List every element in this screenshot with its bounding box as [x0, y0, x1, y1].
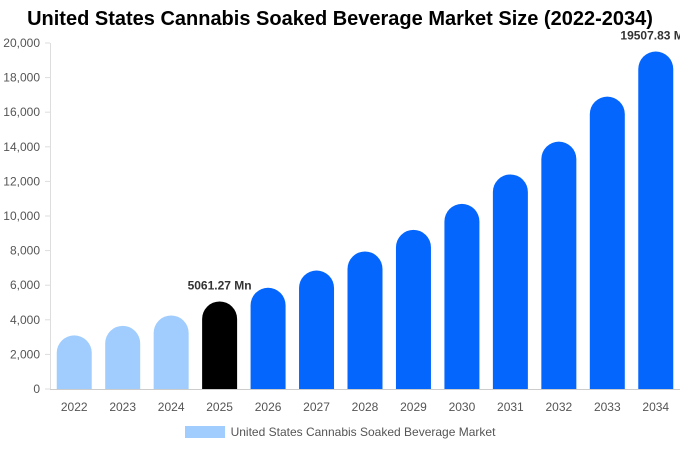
data-labels-group: 5061.27 Mn 19507.83 Mn — [188, 29, 680, 293]
bar-2023 — [105, 325, 141, 389]
x-tick-label: 2028 — [352, 400, 379, 414]
data-label: 19507.83 Mn — [620, 29, 680, 43]
x-tick-label: 2027 — [303, 400, 330, 414]
y-axis-ticks: 0 2,000 4,000 6,000 8,000 10,000 12,000 14,000 1… — [3, 36, 50, 396]
y-tick-label: 18,000 — [3, 71, 40, 85]
x-tick-label: 2033 — [594, 400, 621, 414]
y-tick-label: 0 — [33, 382, 40, 396]
y-tick-label: 6,000 — [10, 278, 40, 292]
y-tick-label: 8,000 — [10, 244, 40, 258]
y-tick-label: 2,000 — [10, 347, 40, 361]
legend-label: United States Cannabis Soaked Beverage M… — [230, 425, 496, 439]
y-tick-label: 4,000 — [10, 313, 40, 327]
x-axis-ticks: 2022 2023 2024 2025 2026 2027 2028 2029 2030 2031… — [61, 400, 670, 414]
bar-2033 — [589, 96, 625, 389]
bar-2029 — [395, 229, 431, 389]
y-tick-label: 10,000 — [3, 209, 40, 223]
x-tick-label: 2032 — [545, 400, 572, 414]
x-tick-label: 2024 — [158, 400, 185, 414]
x-tick-label: 2026 — [255, 400, 282, 414]
bars-group — [56, 51, 674, 390]
x-tick-label: 2023 — [109, 400, 136, 414]
x-tick-label: 2030 — [449, 400, 476, 414]
y-tick-label: 14,000 — [3, 140, 40, 154]
y-tick-label: 12,000 — [3, 174, 40, 188]
data-label: 5061.27 Mn — [188, 278, 252, 292]
x-tick-label: 2029 — [400, 400, 427, 414]
x-tick-label: 2034 — [642, 400, 669, 414]
bar-2034 — [638, 51, 674, 390]
bar-2032 — [541, 141, 577, 389]
bar-2030 — [444, 203, 480, 389]
bar-2031 — [492, 174, 528, 389]
x-tick-label: 2031 — [497, 400, 524, 414]
bar-2025 — [202, 301, 238, 389]
bar-2028 — [347, 251, 383, 389]
y-tick-label: 16,000 — [3, 105, 40, 119]
bar-2027 — [299, 270, 335, 389]
x-tick-label: 2025 — [206, 400, 233, 414]
x-tick-label: 2022 — [61, 400, 88, 414]
legend: United States Cannabis Soaked Beverage M… — [0, 425, 680, 439]
chart-title: United States Cannabis Soaked Beverage M… — [27, 8, 653, 30]
bar-2026 — [250, 287, 286, 389]
bar-2022 — [56, 335, 92, 389]
y-tick-label: 20,000 — [3, 36, 40, 50]
legend-swatch — [184, 426, 225, 438]
bar-2024 — [153, 315, 189, 389]
